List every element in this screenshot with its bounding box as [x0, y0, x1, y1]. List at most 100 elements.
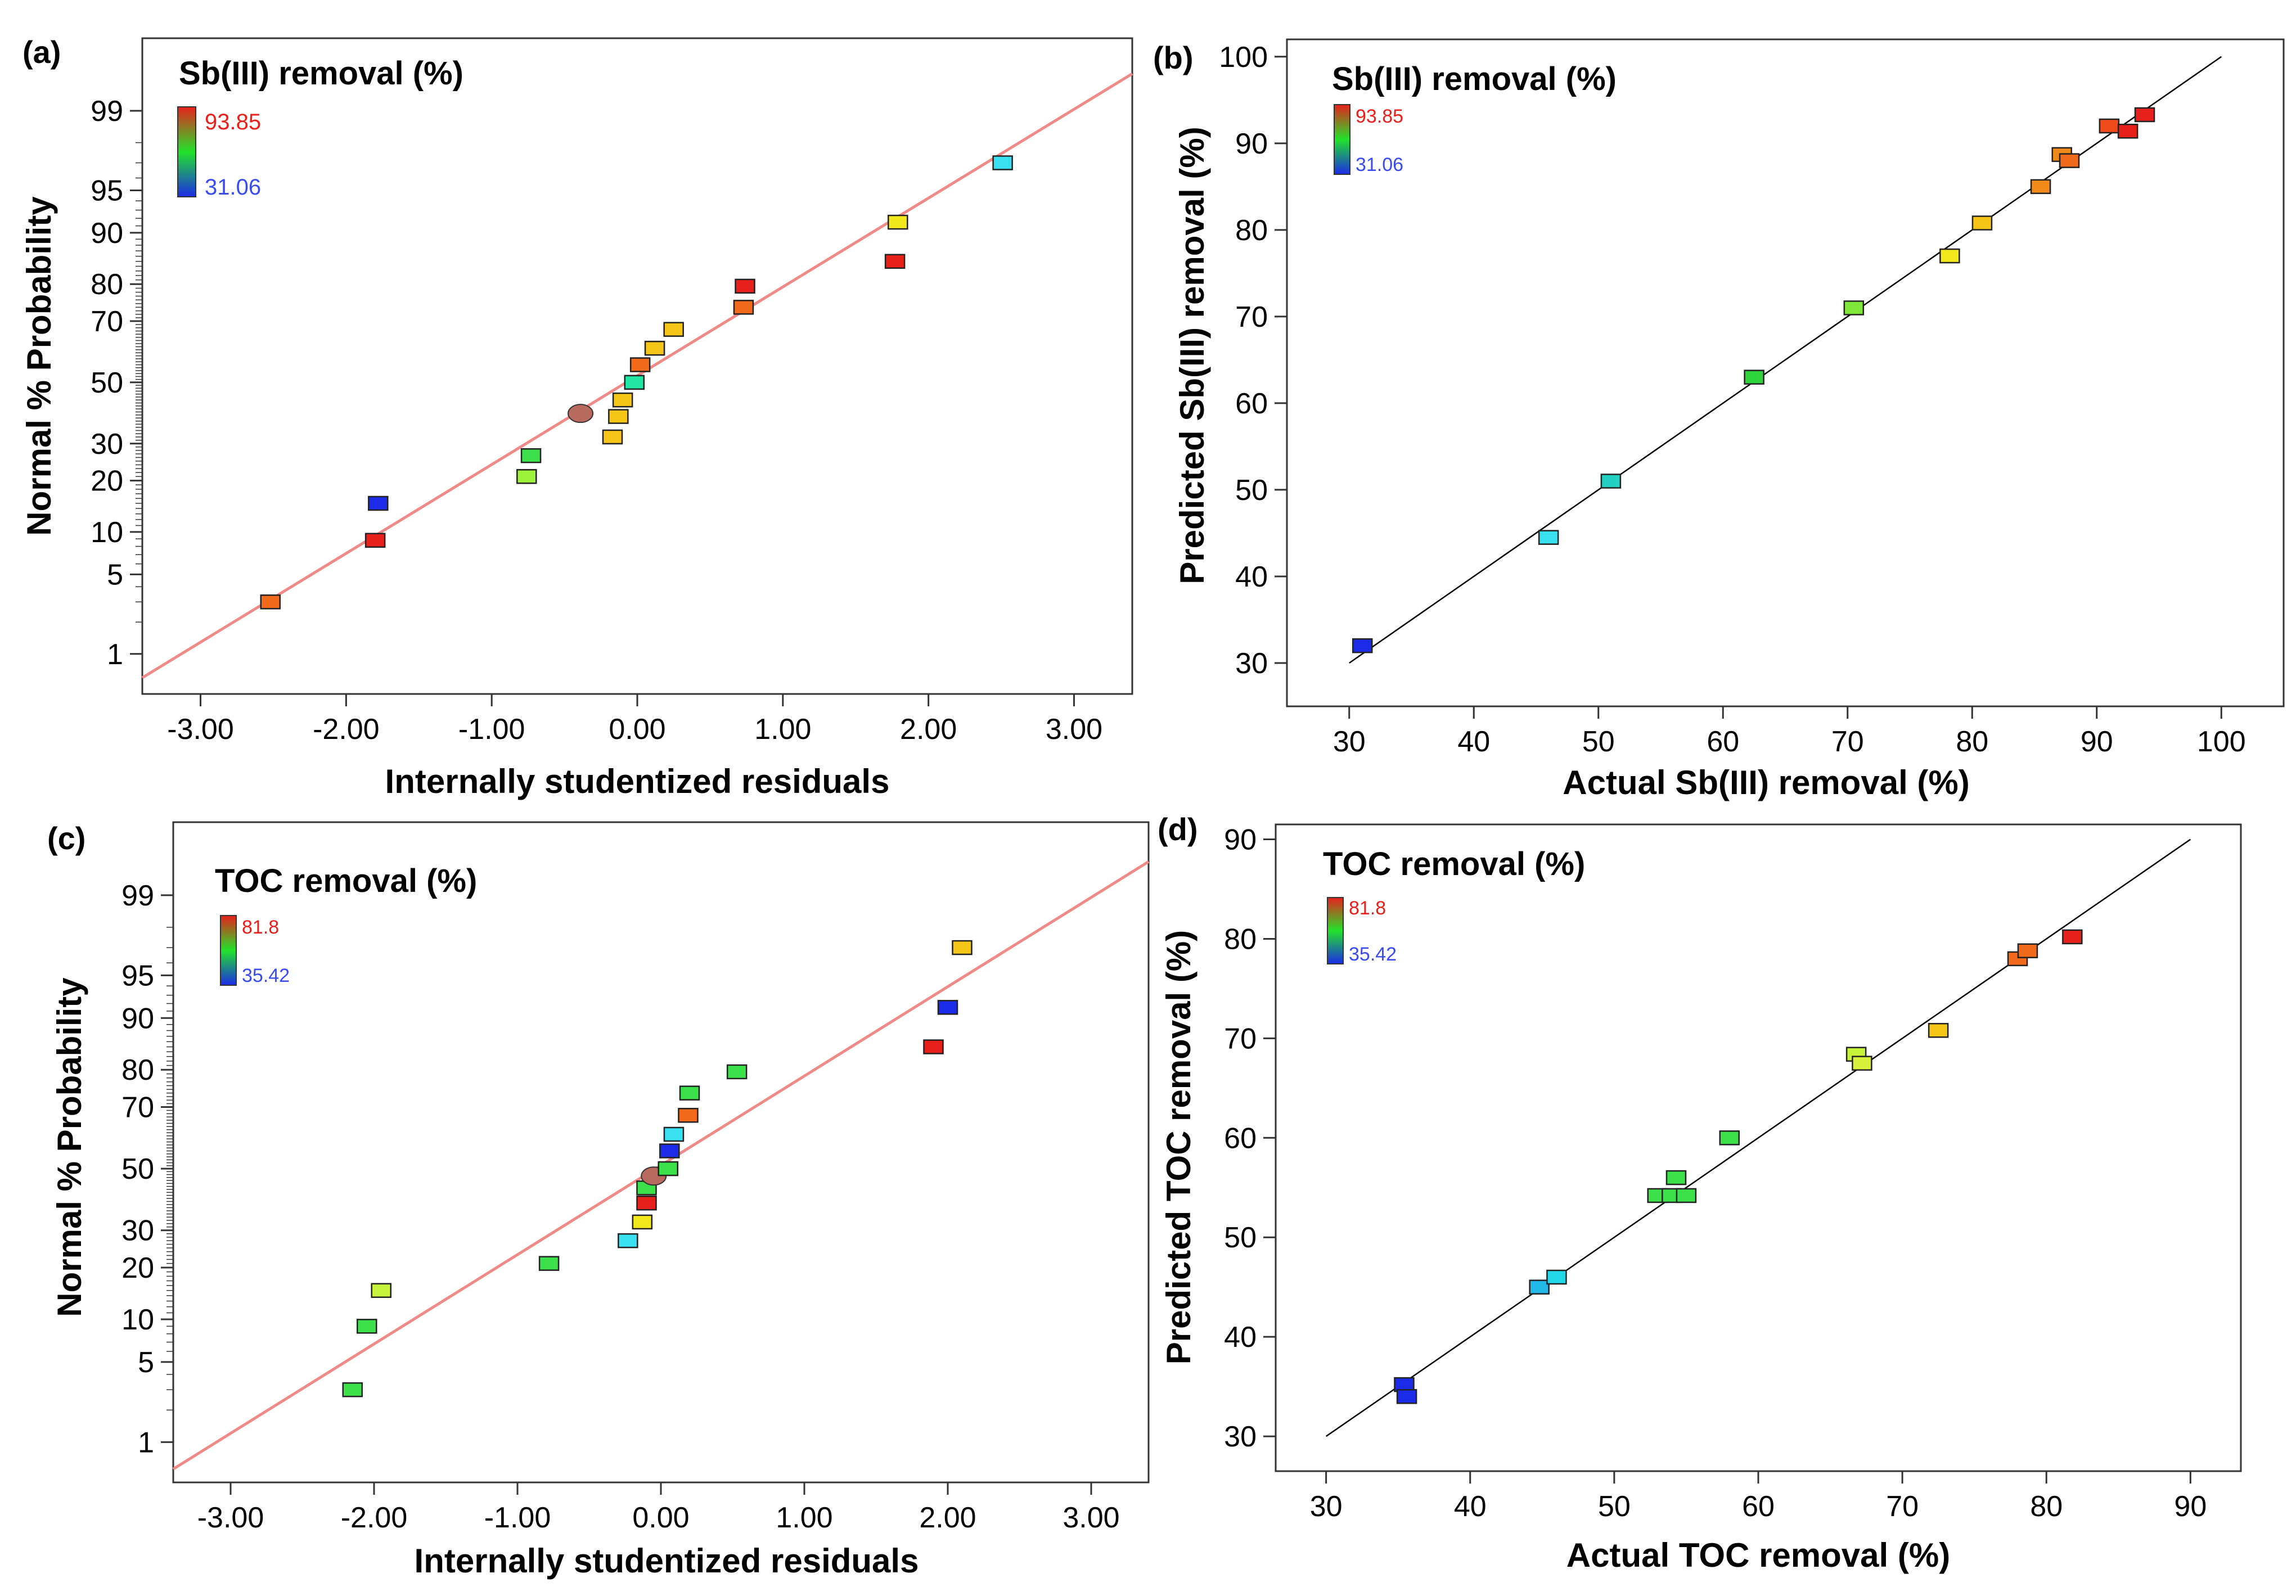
panel-c-letter: (c)	[47, 820, 85, 856]
panel-c-color-legend: 81.8 35.42	[220, 915, 290, 986]
panel-b-y-tick-label: 100	[1219, 41, 1268, 74]
panel-c-x-tick-label: 0.00	[632, 1502, 689, 1534]
panel-c-legend-low: 35.42	[242, 965, 290, 986]
panel-c-data-point	[726, 1064, 748, 1080]
panel-b-y-tick-label: 30	[1235, 647, 1268, 680]
panel-c-y-tick-label: 80	[121, 1054, 154, 1086]
panel-d-y-tick-label: 70	[1224, 1022, 1257, 1055]
panel-c-points	[342, 940, 973, 1397]
panel-a-title: Sb(III) removal (%)	[179, 55, 463, 92]
panel-c-title: TOC removal (%)	[215, 863, 477, 899]
panel-b-data-point	[2030, 179, 2051, 195]
panel-d-letter: (d)	[1158, 811, 1198, 847]
panel-d-plot-frame	[1275, 823, 2242, 1472]
panel-a-y-tick-label: 95	[91, 174, 123, 207]
panel-c-data-point	[659, 1143, 680, 1158]
panel-d-y-tick-label: 90	[1224, 824, 1257, 856]
panel-a-data-point	[624, 375, 645, 390]
panel-c-y-tick-label: 90	[121, 1002, 154, 1035]
panel-d-data-point	[1396, 1389, 1417, 1404]
panel-c-data-point	[658, 1161, 678, 1176]
panel-a-x-axis-label: Internally studentized residuals	[385, 763, 890, 800]
panel-d-fit-line	[1325, 838, 2191, 1437]
panel-d-x-tick-label: 80	[2030, 1490, 2063, 1523]
panel-b-x-tick-label: 100	[2197, 725, 2246, 758]
panel-a-data-point	[608, 409, 629, 424]
panel-b-x-axis-label: Actual Sb(III) removal (%)	[1563, 764, 1969, 801]
panel-c-data-point	[663, 1126, 685, 1142]
panel-b-data-point	[1600, 474, 1622, 489]
panel-a-data-point	[602, 429, 623, 445]
panel-a-legend-high: 93.85	[205, 110, 261, 134]
panel-c-data-point	[342, 1382, 363, 1397]
panel-d-legend-high: 81.8	[1349, 898, 1386, 919]
panel-d-data-point	[1852, 1056, 1872, 1071]
panel-d-x-ticks: 30 40 50 60 70 80 90	[1310, 1471, 2207, 1523]
panel-b-x-ticks: 30 40 50 60 70 80 90 100	[1333, 706, 2246, 758]
panel-b-y-tick-label: 80	[1235, 214, 1268, 247]
panel-c-data-point	[357, 1319, 377, 1334]
panel-d-x-tick-label: 90	[2174, 1490, 2207, 1523]
panel-c-legend-high: 81.8	[242, 917, 279, 938]
panel-c: -3.00 -2.00 -1.00 0.00 1.00 2.00 3.00 1 5 10 20 30…	[47, 820, 1150, 1580]
panel-d-data-point	[2017, 943, 2038, 958]
panel-a-points	[260, 155, 1013, 610]
panel-a-data-point	[888, 214, 908, 230]
panel-b-x-tick-label: 30	[1333, 725, 1366, 758]
panel-c-y-tick-label: 70	[121, 1092, 154, 1124]
panel-a-x-ticks: -3.00 -2.00 -1.00 0.00 1.00 2.00 3.00	[167, 694, 1102, 746]
panel-d-x-tick-label: 70	[1886, 1490, 1919, 1523]
panel-a-data-point	[629, 357, 651, 372]
panel-b-legend-high: 93.85	[1356, 106, 1403, 127]
panel-b-data-point	[2059, 153, 2080, 168]
panel-c-data-point	[538, 1256, 560, 1271]
panel-c-x-tick-label: 3.00	[1063, 1502, 1119, 1534]
panel-d-x-axis-label: Actual TOC removal (%)	[1566, 1536, 1950, 1574]
panel-c-y-tick-label: 99	[121, 880, 154, 912]
panel-c-data-point	[952, 940, 973, 955]
panel-d: 30 40 50 60 70 80 90 30 40 50 60 70 80 90 81.8 35.42…	[1158, 811, 2242, 1574]
panel-c-data-point	[618, 1233, 638, 1248]
panel-c-x-axis-label: Internally studentized residuals	[415, 1542, 919, 1580]
panel-c-x-ticks: -3.00 -2.00 -1.00 0.00 1.00 2.00 3.00	[197, 1482, 1120, 1534]
panel-c-y-tick-label: 1	[138, 1426, 154, 1459]
panel-b-legend-low: 31.06	[1356, 154, 1403, 175]
panel-d-y-axis-label: Predicted TOC removal (%)	[1160, 930, 1197, 1364]
panel-c-legend-gradient-bar	[220, 915, 237, 986]
panel-b-title: Sb(III) removal (%)	[1332, 61, 1617, 97]
panel-b-x-tick-label: 40	[1457, 725, 1490, 758]
panel-d-y-tick-label: 40	[1224, 1321, 1257, 1354]
panel-b-x-tick-label: 80	[1956, 725, 1988, 758]
panel-d-x-tick-label: 30	[1310, 1490, 1343, 1523]
panel-a-y-tick-label: 99	[91, 95, 123, 128]
panel-b-color-legend: 93.85 31.06	[1334, 104, 1403, 175]
panel-c-y-tick-label: 20	[121, 1252, 154, 1284]
panel-a-data-point	[735, 278, 755, 294]
panel-d-color-legend: 81.8 35.42	[1327, 897, 1397, 965]
panel-b-data-point	[1352, 638, 1373, 653]
panel-a-x-tick-label: 3.00	[1046, 713, 1102, 746]
panel-b-x-tick-label: 70	[1831, 725, 1864, 758]
panel-d-points	[1394, 929, 2083, 1404]
panel-b-y-tick-label: 50	[1235, 474, 1268, 507]
panel-c-data-point	[632, 1214, 653, 1230]
panel-d-title: TOC removal (%)	[1323, 846, 1585, 882]
panel-a-y-tick-label: 50	[91, 367, 123, 399]
panel-b-x-tick-label: 50	[1582, 725, 1615, 758]
panel-c-data-point	[937, 1000, 958, 1015]
panel-b-data-point	[1971, 215, 1993, 231]
panel-d-y-ticks: 30 40 50 60 70 80 90	[1224, 824, 1276, 1453]
panel-a-data-point	[568, 404, 594, 423]
panel-d-data-point	[1546, 1269, 1567, 1285]
panel-b-plot-frame	[1286, 38, 2285, 707]
panel-c-y-axis-label: Normal % Probability	[51, 977, 88, 1317]
panel-b-fit-line	[1349, 56, 2222, 664]
panel-d-legend-gradient-bar	[1327, 897, 1344, 964]
panel-c-y-tick-label: 95	[121, 959, 154, 992]
panel-c-y-tick-label: 30	[121, 1215, 154, 1247]
panel-c-data-point	[923, 1039, 944, 1054]
panel-a-data-point	[260, 594, 281, 610]
panel-c-y-tick-label: 5	[138, 1346, 154, 1379]
panel-a-x-tick-label: -3.00	[167, 713, 234, 746]
